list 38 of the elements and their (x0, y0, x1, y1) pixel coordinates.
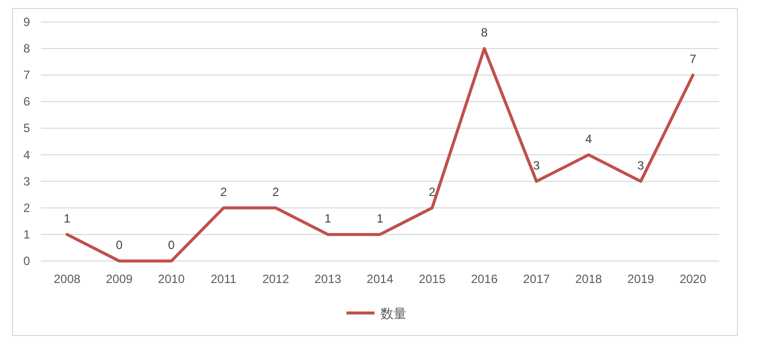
y-tick-label: 8 (23, 42, 30, 56)
data-label: 3 (533, 158, 540, 172)
y-tick-label: 3 (23, 174, 30, 188)
y-tick-label: 9 (23, 15, 30, 29)
data-label: 3 (637, 158, 644, 172)
x-tick-label: 2014 (366, 272, 394, 286)
x-tick-label: 2018 (575, 272, 602, 286)
data-label: 1 (324, 211, 332, 226)
y-tick-label: 4 (23, 148, 30, 162)
data-label: 1 (64, 211, 71, 226)
x-tick-label: 2011 (210, 272, 237, 286)
x-tick-label: 2009 (106, 272, 133, 286)
data-label: 0 (116, 238, 123, 252)
x-tick-label: 2016 (470, 272, 498, 286)
x-tick-label: 2017 (523, 272, 550, 286)
legend-label: 数量 (380, 306, 406, 321)
data-label: 2 (272, 184, 280, 199)
x-tick-label: 2020 (680, 272, 707, 286)
x-tick-label: 2012 (262, 272, 290, 286)
data-label: 1 (376, 211, 384, 226)
data-label: 8 (480, 26, 488, 40)
y-tick-label: 0 (23, 254, 30, 268)
y-tick-label: 5 (23, 121, 30, 136)
x-tick-label: 2008 (54, 272, 81, 286)
data-label: 0 (168, 238, 176, 252)
y-tick-label: 2 (23, 200, 30, 215)
x-tick-label: 2010 (158, 272, 186, 286)
x-tick-label: 2013 (314, 272, 342, 286)
y-tick-label: 1 (23, 227, 30, 242)
data-label: 2 (428, 184, 436, 199)
data-label: 2 (220, 184, 228, 199)
y-tick-label: 6 (23, 94, 30, 109)
data-label: 4 (585, 132, 592, 146)
data-label: 7 (690, 52, 697, 66)
x-tick-label: 2015 (418, 272, 446, 286)
y-tick-label: 7 (23, 68, 30, 82)
line-series (66, 47, 694, 262)
x-tick-label: 2019 (627, 272, 654, 286)
